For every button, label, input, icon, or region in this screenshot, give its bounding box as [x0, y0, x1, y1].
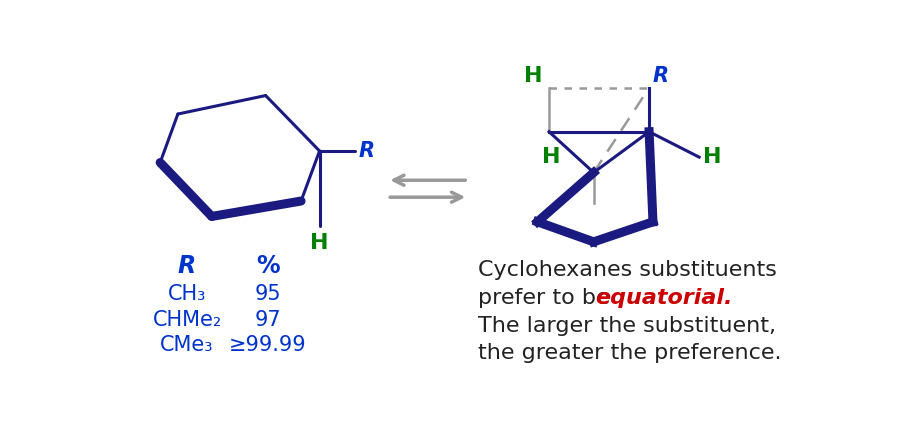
Text: the greater the preference.: the greater the preference.: [479, 343, 782, 363]
Text: CMe₃: CMe₃: [161, 335, 213, 355]
Text: R: R: [178, 254, 196, 279]
Text: 95: 95: [255, 284, 281, 304]
Text: H: H: [310, 233, 329, 253]
Text: R: R: [653, 66, 669, 86]
Text: H: H: [703, 147, 722, 167]
Text: %: %: [256, 254, 280, 279]
Text: CHMe₂: CHMe₂: [152, 310, 222, 329]
Text: 97: 97: [255, 310, 281, 329]
Text: R: R: [359, 141, 375, 161]
Text: CH₃: CH₃: [168, 284, 206, 304]
Text: The larger the substituent,: The larger the substituent,: [479, 316, 776, 336]
Text: H: H: [524, 66, 543, 86]
Text: H: H: [542, 147, 561, 167]
Text: Cyclohexanes substituents: Cyclohexanes substituents: [479, 260, 777, 280]
Text: ≥99.99: ≥99.99: [229, 335, 307, 355]
Text: prefer to be: prefer to be: [479, 288, 617, 308]
Text: equatorial.: equatorial.: [595, 288, 733, 308]
